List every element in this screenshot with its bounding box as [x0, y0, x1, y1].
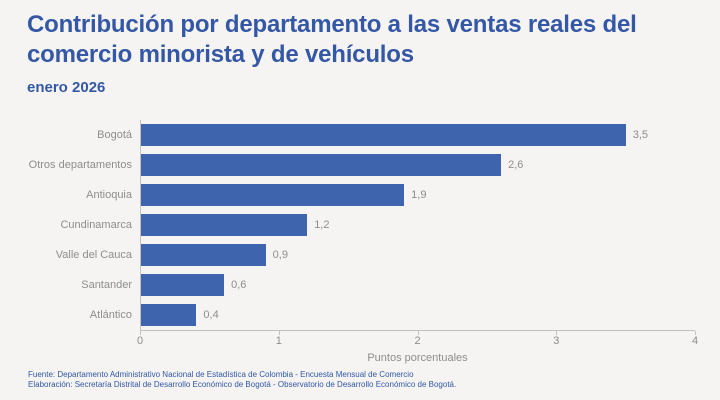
plot-area: Bogotá 3,5 Otros departamentos 2,6 Antioquia…: [0, 120, 695, 330]
bar: [141, 274, 225, 296]
value-label: 1,2: [314, 219, 330, 231]
x-axis-tick-label: 3: [553, 335, 560, 347]
chart-header: Contribución por departamento a las vent…: [0, 0, 720, 96]
bar-track: 0,4: [140, 300, 695, 330]
bar: [141, 304, 197, 326]
bar-track: 3,5: [140, 120, 695, 150]
bar-row: Valle del Cauca 0,9: [0, 240, 695, 270]
source-footer: Fuente: Departamento Administrativo Naci…: [28, 370, 456, 389]
bar: [141, 244, 266, 266]
bar-track: 0,9: [140, 240, 695, 270]
page-subtitle: enero 2026: [27, 79, 106, 96]
bar: [141, 124, 626, 146]
x-axis-title: Puntos porcentuales: [367, 352, 468, 364]
x-axis-title-row: Puntos porcentuales: [140, 348, 695, 366]
bar-row: Antioquia 1,9: [0, 180, 695, 210]
x-axis-tick: [140, 331, 141, 335]
bar-track: 1,2: [140, 210, 695, 240]
bar: [141, 214, 308, 236]
bar: [141, 154, 502, 176]
bar: [141, 184, 405, 206]
category-label: Santander: [81, 279, 132, 291]
value-label: 3,5: [632, 129, 649, 141]
bar-row: Bogotá 3,5: [0, 120, 695, 150]
x-axis-tick-label: 4: [691, 335, 699, 347]
category-label: Cundinamarca: [60, 219, 132, 231]
x-axis-tick-label: 1: [275, 335, 282, 347]
bar-track: 0,6: [140, 270, 695, 300]
category-label: Bogotá: [97, 129, 132, 141]
category-label: Atlántico: [89, 309, 132, 321]
x-axis-tick: [695, 331, 696, 335]
bar-chart: Bogotá 3,5 Otros departamentos 2,6 Antioquia…: [0, 120, 699, 366]
x-axis-tick: [556, 331, 558, 335]
category-label: Otros departamentos: [28, 159, 132, 171]
x-axis-tick-label: 0: [136, 335, 144, 347]
category-label: Valle del Cauca: [55, 249, 132, 261]
x-axis-tick: [417, 331, 419, 335]
bar-row: Otros departamentos 2,6: [0, 150, 695, 180]
bar-row: Cundinamarca 1,2: [0, 210, 695, 240]
value-label: 0,9: [272, 249, 288, 261]
value-label: 1,9: [411, 189, 427, 201]
value-label: 0,6: [231, 279, 247, 291]
elaboration-line: Elaboración: Secretaría Distrital de Des…: [28, 379, 457, 389]
bar-track: 1,9: [140, 180, 695, 210]
bar-row: Atlántico 0,4: [0, 300, 695, 330]
bar-row: Santander 0,6: [0, 270, 695, 300]
x-axis-tick-label: 2: [414, 335, 421, 347]
page-title: Contribución por departamento a las vent…: [27, 11, 637, 68]
bar-track: 2,6: [140, 150, 695, 180]
category-label: Antioquia: [86, 189, 132, 201]
value-label: 2,6: [508, 159, 524, 171]
value-label: 0,4: [203, 309, 219, 321]
source-line: Fuente: Departamento Administrativo Naci…: [28, 370, 414, 379]
x-axis-tick: [278, 331, 280, 335]
x-axis: 0 1 2 3 4: [136, 330, 699, 347]
